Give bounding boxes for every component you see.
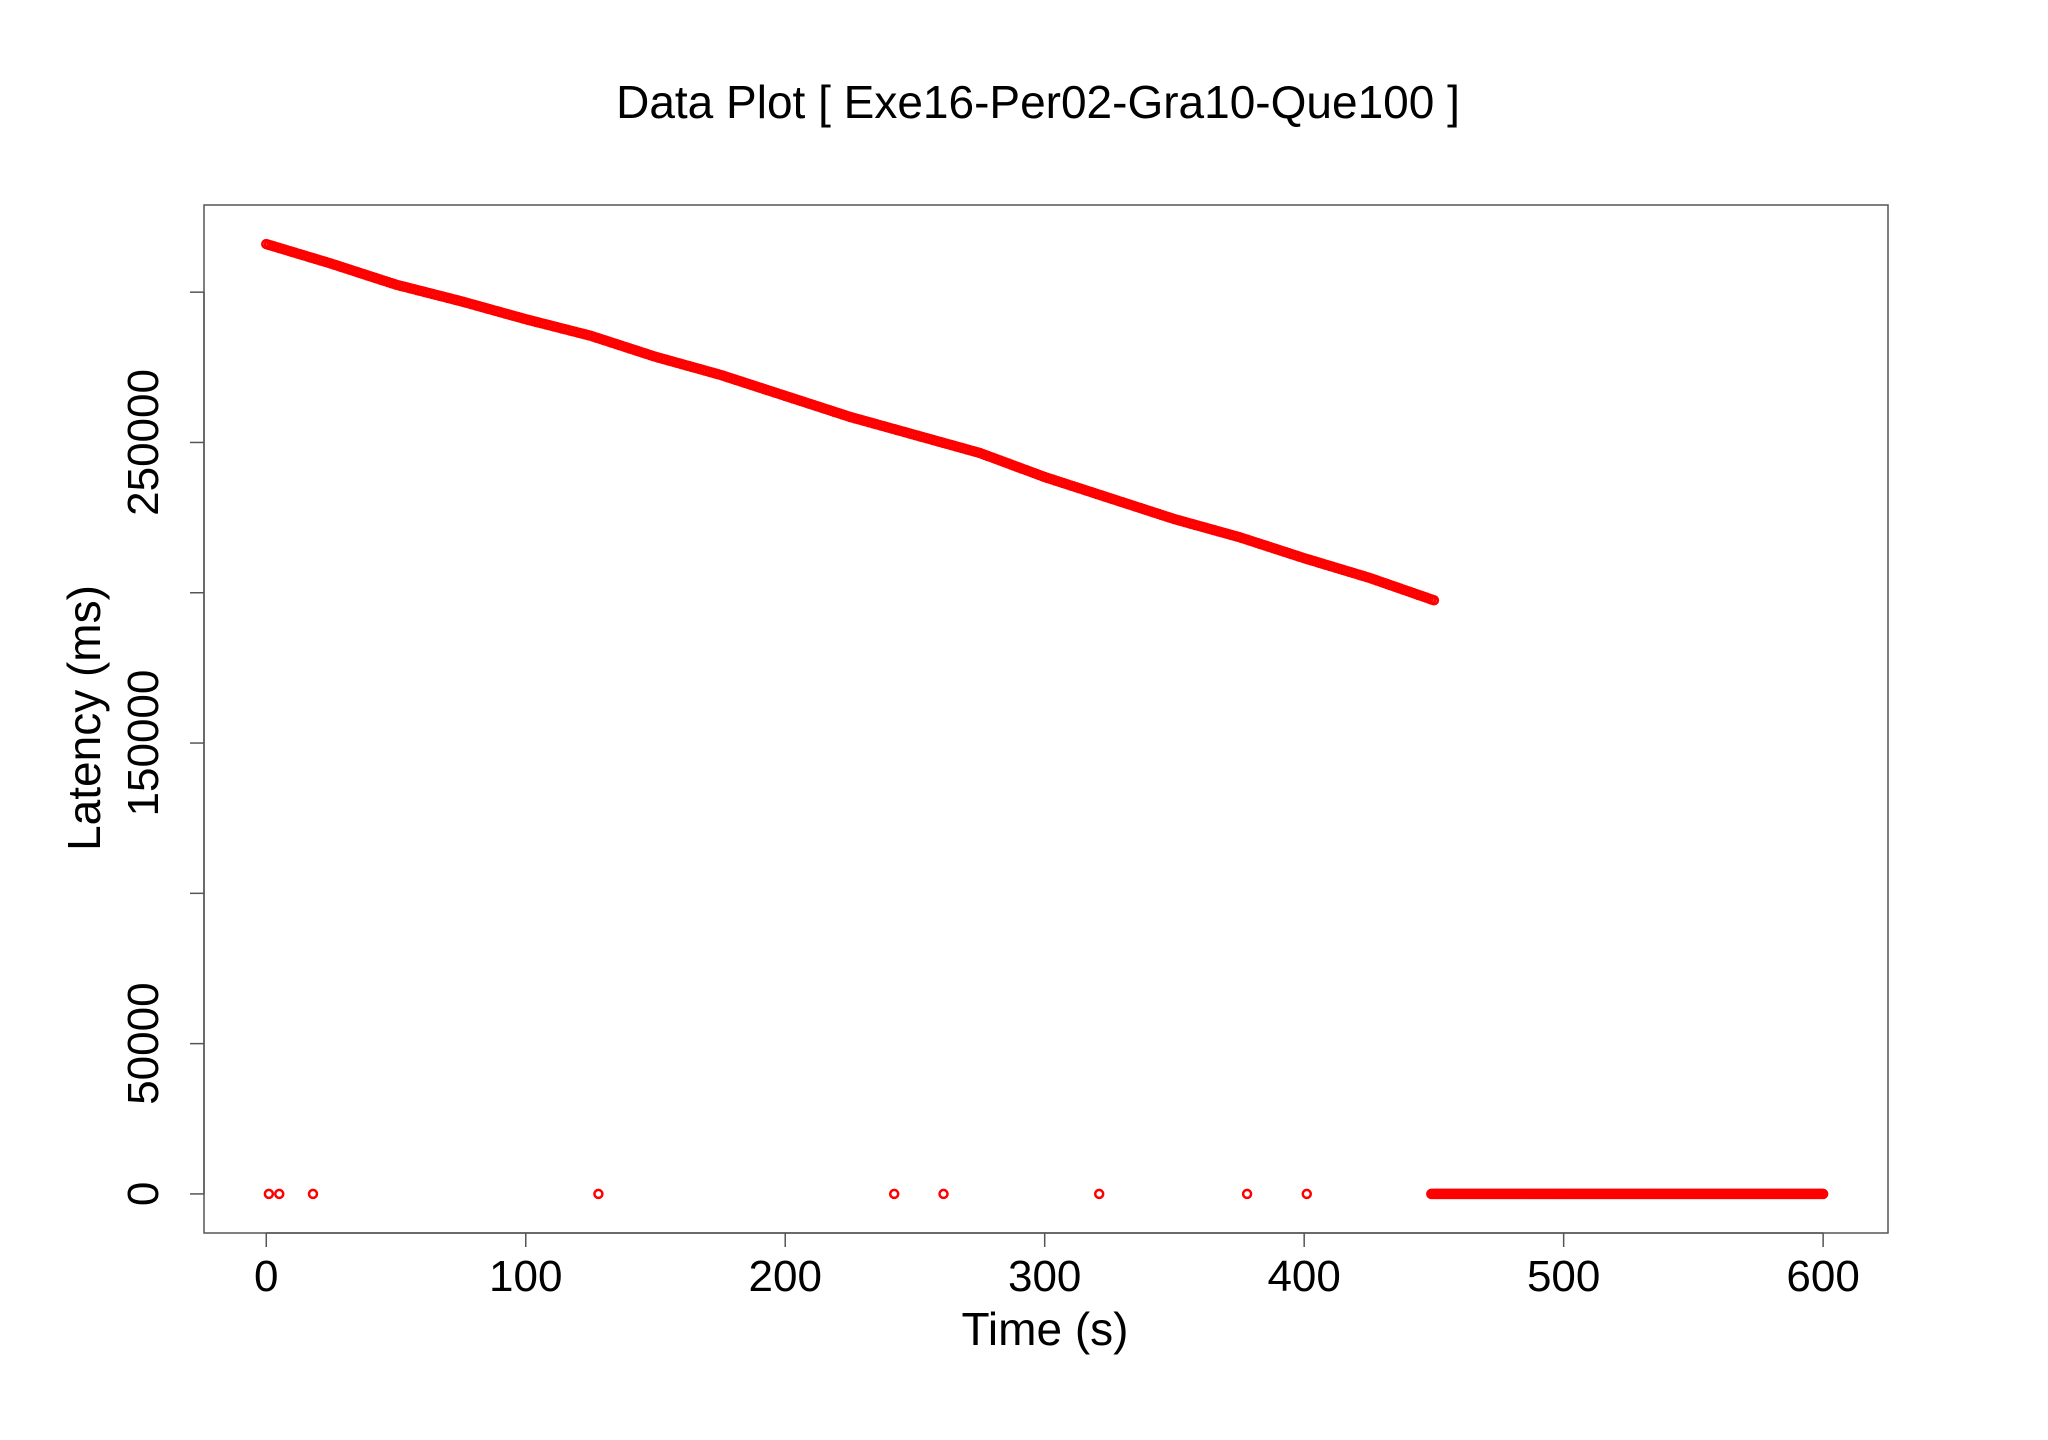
x-tick-label: 400: [1267, 1252, 1340, 1301]
outlier-point: [274, 1188, 285, 1200]
x-tick-label: 100: [489, 1252, 562, 1301]
outlier-point: [593, 1188, 604, 1200]
data-points: [261, 238, 1829, 1200]
x-axis-title: Time (s): [962, 1303, 1129, 1355]
x-tick-label: 500: [1527, 1252, 1600, 1301]
x-tick-label: 600: [1786, 1252, 1859, 1301]
outlier-point: [1093, 1188, 1105, 1200]
y-tick-label: 150000: [119, 670, 168, 817]
y-tick-label: 0: [119, 1182, 168, 1206]
x-tick-label: 200: [749, 1252, 822, 1301]
outlier-point: [1241, 1188, 1253, 1200]
y-axis-title: Latency (ms): [58, 585, 110, 851]
y-tick-label: 250000: [119, 369, 168, 516]
outlier-point: [307, 1188, 319, 1200]
data-point: [1817, 1188, 1829, 1200]
x-axis: 0 100 200 300 400 500 600: [254, 1232, 1860, 1301]
outlier-point: [263, 1188, 275, 1200]
chart-title: Data Plot [ Exe16-Per02-Gra10-Que100 ]: [616, 76, 1460, 128]
outlier-point: [1301, 1188, 1313, 1200]
outlier-point: [888, 1188, 900, 1200]
y-axis: 0 50000 150000 250000: [119, 291, 205, 1206]
y-tick-label: 50000: [119, 982, 168, 1104]
data-point: [1428, 595, 1440, 606]
outlier-point: [938, 1188, 949, 1200]
x-tick-label: 0: [254, 1252, 278, 1301]
x-tick-label: 300: [1008, 1252, 1081, 1301]
plot-frame: [203, 204, 1889, 1234]
